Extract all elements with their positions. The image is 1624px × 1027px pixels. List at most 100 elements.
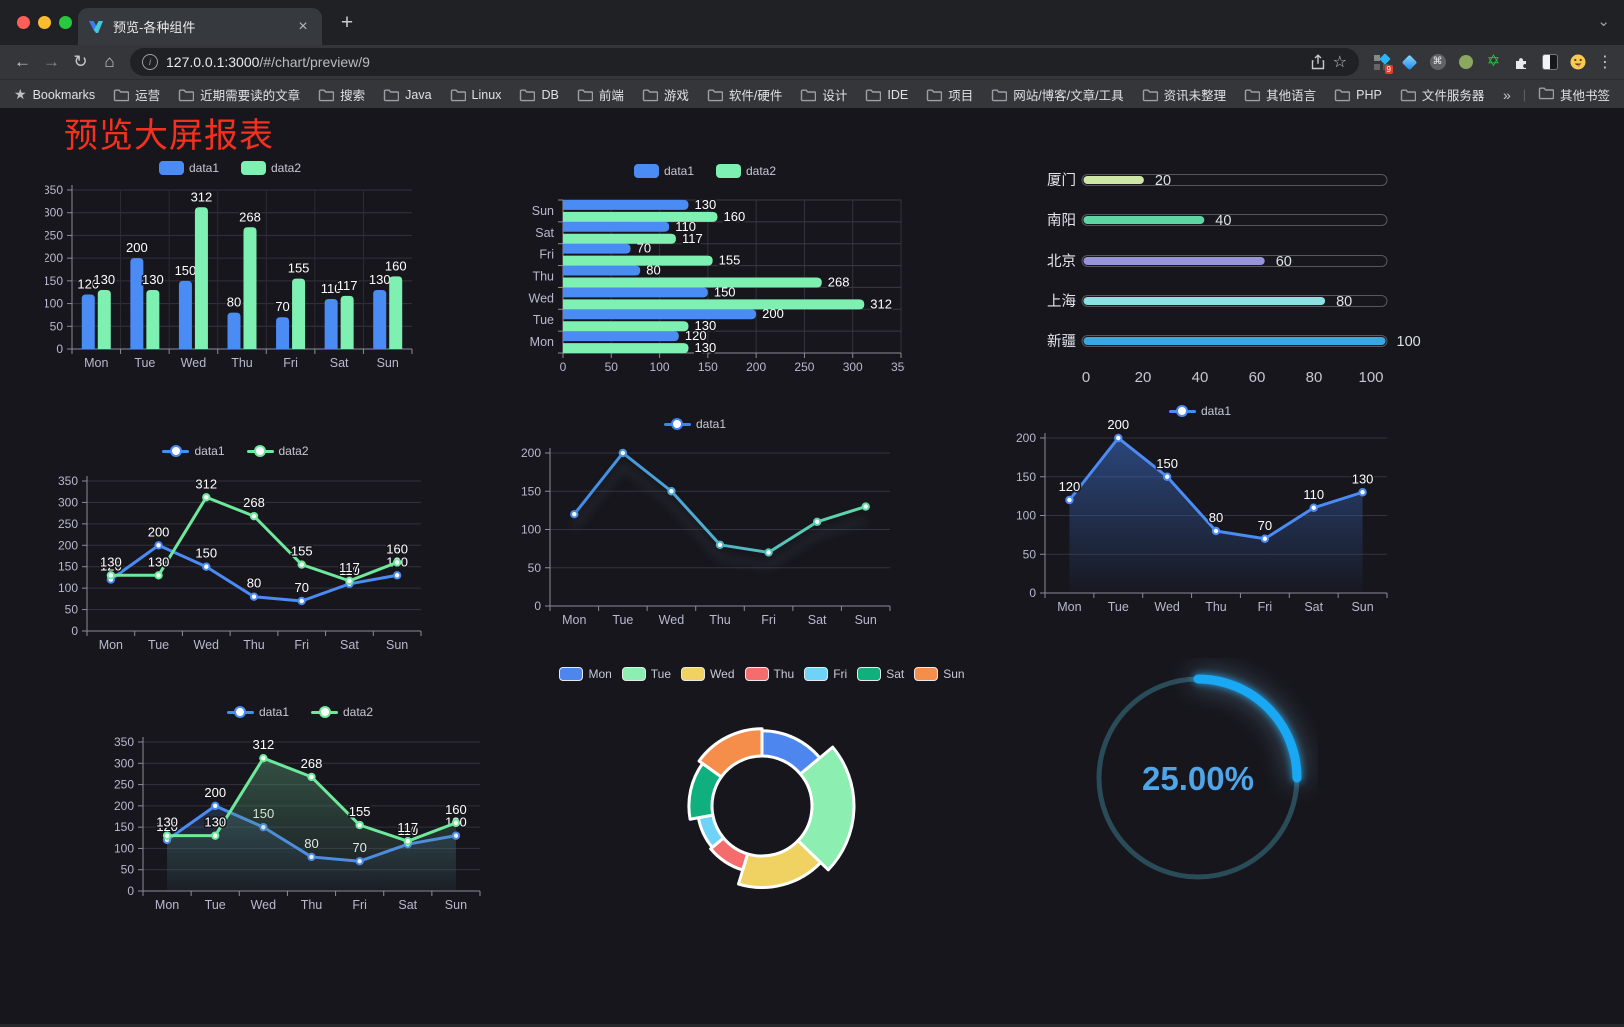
svg-text:60: 60 (1276, 254, 1292, 270)
double-area-line-chart[interactable]: 0 50 100 150 200 250 300 350 Mon Tue Wed Thu Fri Sat S… (100, 698, 500, 923)
extension-contrast-icon[interactable] (1541, 54, 1558, 71)
bookmark-item[interactable]: 资讯未整理 (1142, 85, 1226, 104)
bookmark-item[interactable]: Java (383, 88, 432, 102)
new-tab-button[interactable]: + (340, 11, 354, 34)
browser-menu-icon[interactable]: ⋮ (1597, 54, 1613, 71)
svg-text:117: 117 (682, 231, 703, 246)
area-line-chart[interactable]: 0 50 100 150 200 Mon Tue Wed Thu Fri Sat Sun 120 200 1… (1000, 390, 1400, 617)
legend-item[interactable]: Fri (804, 667, 847, 681)
bookmarks-root[interactable]: ★ Bookmarks (14, 86, 95, 103)
progress-bar-chart[interactable]: 厦门 20 南阳 40 北京 60 上海 80 新疆 100 0 20 40 60 80 100 (1040, 158, 1424, 393)
close-window-button[interactable] (17, 16, 30, 29)
svg-text:Thu: Thu (1205, 600, 1227, 614)
svg-text:130: 130 (695, 318, 717, 333)
chart-legend: Mon Tue Wed Thu Fri Sat Sun (559, 667, 965, 681)
legend-item[interactable]: Sun (914, 667, 965, 681)
legend-item[interactable]: Tue (621, 667, 671, 681)
bookmark-item[interactable]: 文件服务器 (1400, 85, 1484, 104)
other-bookmarks-folder[interactable]: 其他书签 (1538, 85, 1610, 104)
ring-progress-chart[interactable]: 25.00% (1078, 658, 1318, 898)
zoom-window-button[interactable] (59, 16, 72, 29)
legend-item[interactable]: data1 (158, 161, 219, 175)
svg-text:0: 0 (127, 884, 134, 898)
bookmark-item[interactable]: IDE (865, 88, 908, 102)
extension-hexagram-icon[interactable]: ✡ (1486, 53, 1501, 70)
bookmark-item[interactable]: 游戏 (642, 85, 689, 104)
site-info-icon[interactable]: i (142, 54, 158, 70)
horizontal-bar-chart[interactable]: 050100150200250300350Mon120130Tue200130W… (505, 156, 905, 374)
legend-item[interactable]: Mon (559, 667, 612, 681)
svg-text:160: 160 (386, 541, 408, 556)
svg-text:200: 200 (126, 240, 148, 255)
svg-text:155: 155 (719, 253, 741, 268)
svg-text:70: 70 (275, 299, 289, 314)
reload-button[interactable]: ↻ (73, 52, 88, 71)
bookmark-item[interactable]: 前端 (577, 85, 624, 104)
bookmark-star-icon[interactable]: ☆ (1332, 54, 1347, 71)
legend-item[interactable]: data1 (226, 705, 289, 719)
bookmark-item[interactable]: 网站/博客/文章/工具 (991, 85, 1124, 104)
svg-text:0: 0 (560, 360, 567, 374)
extension-green-dot-icon[interactable] (1457, 54, 1474, 71)
extension-command-icon[interactable]: ⌘ (1429, 54, 1446, 71)
bookmark-item[interactable]: 设计 (800, 85, 847, 104)
grouped-bar-chart[interactable]: 0 50 100 150 200 250 300 350 Mon Tue Wed Thu Fri Sat S… (45, 150, 415, 375)
legend-item[interactable]: data2 (716, 164, 776, 178)
extension-grid-badge-icon[interactable]: 9 (1373, 52, 1393, 74)
extension-puzzle-icon[interactable] (1513, 54, 1530, 71)
tab-search-chevron-icon[interactable]: ⌄ (1597, 13, 1610, 30)
legend-item[interactable]: data2 (246, 444, 309, 458)
svg-text:100: 100 (58, 581, 78, 595)
legend-item[interactable]: data1 (633, 164, 694, 178)
bookmarks-overflow-icon[interactable]: » (1502, 86, 1511, 103)
minimize-window-button[interactable] (38, 16, 51, 29)
tab-title: 预览-各种组件 (113, 20, 196, 35)
legend-item[interactable]: Sat (857, 667, 904, 681)
svg-text:250: 250 (45, 228, 63, 242)
tab-close-icon[interactable]: × (298, 17, 308, 35)
svg-text:Tue: Tue (533, 313, 554, 327)
svg-text:300: 300 (45, 206, 63, 220)
svg-text:50: 50 (50, 319, 64, 333)
svg-text:120: 120 (685, 328, 707, 343)
svg-text:Tue: Tue (1108, 600, 1129, 614)
legend-item[interactable]: data1 (663, 417, 726, 431)
legend-item[interactable]: data1 (162, 444, 225, 458)
svg-text:0: 0 (71, 624, 78, 638)
back-button[interactable]: ← (14, 52, 31, 71)
svg-text:250: 250 (114, 778, 134, 792)
bookmark-item[interactable]: 搜索 (318, 85, 365, 104)
svg-text:130: 130 (204, 815, 226, 830)
svg-text:130: 130 (156, 815, 178, 830)
legend-item[interactable]: Wed (681, 667, 735, 681)
home-button[interactable]: ⌂ (104, 52, 115, 71)
svg-text:200: 200 (58, 538, 78, 552)
legend-item[interactable]: data1 (1168, 404, 1231, 418)
address-bar[interactable]: i 127.0.0.1:3000/#/chart/preview/9 ☆ (130, 48, 1359, 76)
svg-text:312: 312 (191, 189, 213, 204)
bookmark-item[interactable]: PHP (1334, 88, 1382, 102)
legend-item[interactable]: Thu (744, 667, 794, 681)
bookmark-item[interactable]: 软件/硬件 (707, 85, 782, 104)
extension-smiley-icon[interactable] (1569, 54, 1586, 71)
browser-tab[interactable]: 预览-各种组件 × (78, 8, 322, 45)
legend-item[interactable]: data2 (311, 705, 373, 719)
legend-item[interactable]: data2 (241, 161, 301, 175)
bookmark-item[interactable]: 项目 (926, 85, 973, 104)
url-text[interactable]: 127.0.0.1:3000/#/chart/preview/9 (166, 54, 370, 70)
share-icon[interactable] (1311, 54, 1325, 70)
gradient-line-chart[interactable]: 0 50 100 150 200 Mon Tue Wed Thu Fri Sat Sun data1 (495, 395, 895, 627)
rose-pie-chart[interactable]: Mon Tue Wed Thu Fri Sat Sun (559, 658, 965, 906)
svg-text:80: 80 (227, 295, 241, 310)
bookmark-item[interactable]: DB (519, 88, 559, 102)
svg-text:117: 117 (397, 820, 418, 835)
forward-button[interactable]: → (43, 52, 60, 71)
line-chart[interactable]: 0 50 100 150 200 250 300 350 Mon Tue Wed Thu Fri Sat S… (48, 428, 423, 656)
bookmark-item[interactable]: Linux (450, 88, 501, 102)
svg-text:50: 50 (65, 603, 79, 617)
extension-gem-icon[interactable] (1401, 54, 1418, 71)
bookmark-item[interactable]: 近期需要读的文章 (178, 85, 300, 104)
svg-text:350: 350 (891, 360, 905, 374)
bookmark-item[interactable]: 运营 (113, 85, 160, 104)
bookmark-item[interactable]: 其他语言 (1244, 85, 1316, 104)
